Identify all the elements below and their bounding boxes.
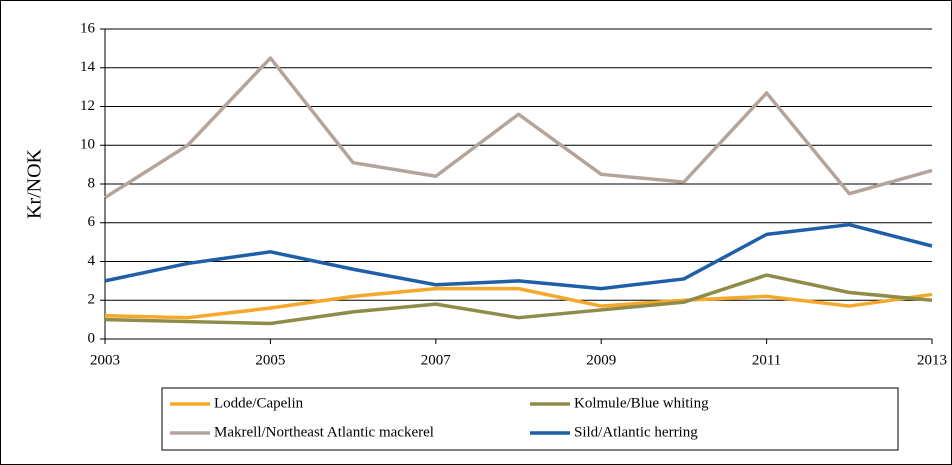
x-tick-label: 2005 xyxy=(255,352,285,368)
series-line xyxy=(104,273,933,326)
x-tick-label: 2007 xyxy=(421,352,452,368)
legend-box xyxy=(161,387,899,451)
x-tick-label: 2003 xyxy=(90,352,120,368)
y-tick-label: 16 xyxy=(80,20,96,36)
series-line xyxy=(104,286,933,320)
y-tick-label: 2 xyxy=(88,292,96,308)
legend-label: Sild/Atlantic herring xyxy=(574,424,698,440)
x-tick-label: 2009 xyxy=(586,352,616,368)
y-axis-label: Kr/NOK xyxy=(24,148,46,219)
y-tick-label: 14 xyxy=(80,59,96,75)
series-line xyxy=(104,222,933,291)
legend-label: Kolmule/Blue whiting xyxy=(574,395,709,411)
y-tick-label: 10 xyxy=(80,137,95,153)
y-tick-label: 12 xyxy=(80,98,95,114)
y-tick-label: 6 xyxy=(88,214,96,230)
y-tick-label: 0 xyxy=(88,330,96,346)
x-tick-label: 2013 xyxy=(917,352,947,368)
y-tick-label: 4 xyxy=(88,253,96,269)
series-line xyxy=(104,56,933,200)
x-tick-label: 2011 xyxy=(752,352,781,368)
legend-label: Makrell/Northeast Atlantic mackerel xyxy=(214,424,434,440)
y-tick-label: 8 xyxy=(88,175,96,191)
legend-label: Lodde/Capelin xyxy=(214,395,304,411)
